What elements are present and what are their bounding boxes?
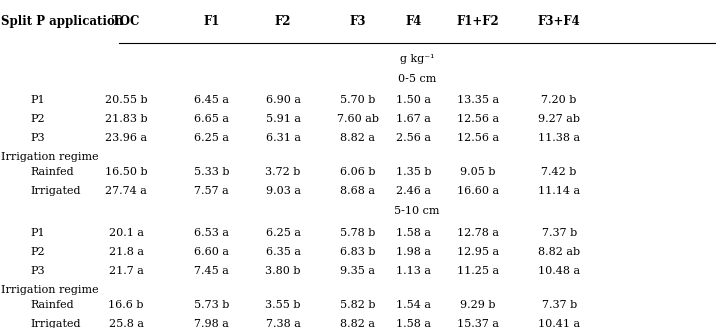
Text: F4: F4	[405, 14, 422, 28]
Text: P2: P2	[30, 247, 44, 257]
Text: 15.37 a: 15.37 a	[457, 319, 499, 328]
Text: 5.33 b: 5.33 b	[194, 167, 230, 177]
Text: Irrigation regime: Irrigation regime	[1, 152, 99, 162]
Text: 1.67 a: 1.67 a	[396, 114, 431, 124]
Text: 12.56 a: 12.56 a	[457, 133, 499, 143]
Text: 6.25 a: 6.25 a	[194, 133, 229, 143]
Text: 7.60 ab: 7.60 ab	[337, 114, 379, 124]
Text: 11.14 a: 11.14 a	[538, 186, 580, 196]
Text: 1.13 a: 1.13 a	[396, 266, 431, 276]
Text: 20.55 b: 20.55 b	[105, 95, 147, 105]
Text: 9.05 b: 9.05 b	[460, 167, 495, 177]
Text: P3: P3	[30, 266, 44, 276]
Text: 8.68 a: 8.68 a	[341, 186, 375, 196]
Text: 7.42 b: 7.42 b	[541, 167, 577, 177]
Text: 21.7 a: 21.7 a	[109, 266, 144, 276]
Text: g kg⁻¹: g kg⁻¹	[400, 54, 434, 64]
Text: F3+F4: F3+F4	[538, 14, 581, 28]
Text: 9.03 a: 9.03 a	[266, 186, 301, 196]
Text: F3: F3	[349, 14, 367, 28]
Text: 7.20 b: 7.20 b	[541, 95, 577, 105]
Text: 6.65 a: 6.65 a	[194, 114, 229, 124]
Text: 13.35 a: 13.35 a	[457, 95, 499, 105]
Text: P3: P3	[30, 133, 44, 143]
Text: Irrigation regime: Irrigation regime	[1, 285, 99, 295]
Text: 8.82 a: 8.82 a	[341, 133, 375, 143]
Text: 10.48 a: 10.48 a	[538, 266, 580, 276]
Text: 3.55 b: 3.55 b	[266, 300, 301, 310]
Text: 6.31 a: 6.31 a	[266, 133, 301, 143]
Text: 23.96 a: 23.96 a	[105, 133, 147, 143]
Text: 16.50 b: 16.50 b	[105, 167, 147, 177]
Text: 6.83 b: 6.83 b	[340, 247, 376, 257]
Text: 1.58 a: 1.58 a	[396, 319, 431, 328]
Text: 6.53 a: 6.53 a	[194, 228, 229, 238]
Text: 7.37 b: 7.37 b	[541, 228, 577, 238]
Text: 25.8 a: 25.8 a	[109, 319, 144, 328]
Text: 7.37 b: 7.37 b	[541, 300, 577, 310]
Text: Rainfed: Rainfed	[30, 167, 74, 177]
Text: 1.54 a: 1.54 a	[396, 300, 431, 310]
Text: P1: P1	[30, 228, 44, 238]
Text: 9.27 ab: 9.27 ab	[538, 114, 580, 124]
Text: P1: P1	[30, 95, 44, 105]
Text: 2.46 a: 2.46 a	[396, 186, 431, 196]
Text: Split P application: Split P application	[1, 14, 124, 28]
Text: 27.74 a: 27.74 a	[105, 186, 147, 196]
Text: 5.82 b: 5.82 b	[340, 300, 376, 310]
Text: 5.78 b: 5.78 b	[340, 228, 376, 238]
Text: 16.60 a: 16.60 a	[457, 186, 499, 196]
Text: 5.73 b: 5.73 b	[194, 300, 229, 310]
Text: 7.57 a: 7.57 a	[195, 186, 229, 196]
Text: 8.82 ab: 8.82 ab	[538, 247, 580, 257]
Text: 12.95 a: 12.95 a	[457, 247, 499, 257]
Text: 7.38 a: 7.38 a	[266, 319, 301, 328]
Text: 3.72 b: 3.72 b	[266, 167, 301, 177]
Text: 6.45 a: 6.45 a	[194, 95, 229, 105]
Text: 11.38 a: 11.38 a	[538, 133, 580, 143]
Text: 20.1 a: 20.1 a	[109, 228, 144, 238]
Text: Irrigated: Irrigated	[30, 186, 80, 196]
Text: 21.8 a: 21.8 a	[109, 247, 144, 257]
Text: 6.06 b: 6.06 b	[340, 167, 376, 177]
Text: 21.83 b: 21.83 b	[105, 114, 147, 124]
Text: 11.25 a: 11.25 a	[457, 266, 499, 276]
Text: 12.78 a: 12.78 a	[457, 228, 499, 238]
Text: 5.70 b: 5.70 b	[340, 95, 376, 105]
Text: 8.82 a: 8.82 a	[341, 319, 375, 328]
Text: F1: F1	[203, 14, 220, 28]
Text: 7.98 a: 7.98 a	[194, 319, 229, 328]
Text: 3.80 b: 3.80 b	[266, 266, 301, 276]
Text: 5-10 cm: 5-10 cm	[394, 206, 440, 216]
Text: 9.29 b: 9.29 b	[460, 300, 495, 310]
Text: 6.60 a: 6.60 a	[194, 247, 229, 257]
Text: P2: P2	[30, 114, 44, 124]
Text: 1.50 a: 1.50 a	[396, 95, 431, 105]
Text: 7.45 a: 7.45 a	[194, 266, 229, 276]
Text: F2: F2	[275, 14, 291, 28]
Text: 16.6 b: 16.6 b	[108, 300, 144, 310]
Text: 6.35 a: 6.35 a	[266, 247, 301, 257]
Text: 2.56 a: 2.56 a	[396, 133, 431, 143]
Text: 6.25 a: 6.25 a	[266, 228, 301, 238]
Text: 1.98 a: 1.98 a	[396, 247, 431, 257]
Text: 6.90 a: 6.90 a	[266, 95, 301, 105]
Text: Rainfed: Rainfed	[30, 300, 74, 310]
Text: 5.91 a: 5.91 a	[266, 114, 301, 124]
Text: 10.41 a: 10.41 a	[538, 319, 580, 328]
Text: 9.35 a: 9.35 a	[341, 266, 375, 276]
Text: 12.56 a: 12.56 a	[457, 114, 499, 124]
Text: 1.58 a: 1.58 a	[396, 228, 431, 238]
Text: 0-5 cm: 0-5 cm	[397, 74, 436, 84]
Text: Irrigated: Irrigated	[30, 319, 80, 328]
Text: F1+F2: F1+F2	[456, 14, 499, 28]
Text: TOC: TOC	[112, 14, 140, 28]
Text: 1.35 b: 1.35 b	[396, 167, 431, 177]
